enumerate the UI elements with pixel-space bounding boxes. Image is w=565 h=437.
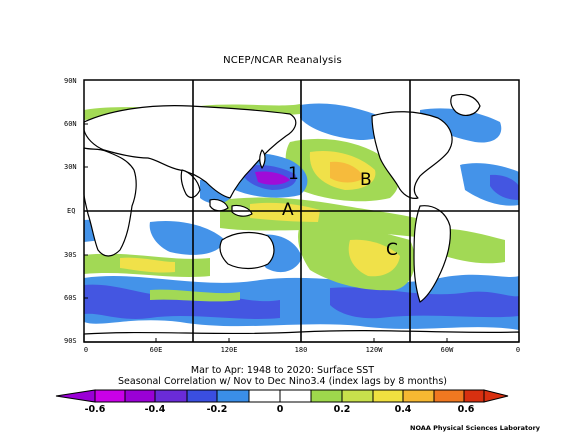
caption-line-2: Seasonal Correlation w/ Nov to Dec Nino3… bbox=[118, 376, 447, 387]
lat-label: 30S bbox=[64, 251, 77, 259]
colorbar-label: 0.6 bbox=[457, 404, 475, 415]
credit: NOAA Physical Sciences Laboratory bbox=[410, 424, 541, 432]
lat-label: 30N bbox=[64, 163, 77, 171]
colorbar-label: -0.4 bbox=[144, 404, 166, 415]
lon-label: 120W bbox=[365, 346, 383, 354]
lat-label: 60S bbox=[64, 294, 77, 302]
map-title: NCEP/NCAR Reanalysis bbox=[223, 55, 342, 66]
colorbar-label: 0 bbox=[276, 404, 284, 415]
lat-label: 90N bbox=[64, 77, 77, 85]
lon-label: 120E bbox=[220, 346, 238, 354]
annotation-b: B bbox=[360, 170, 372, 190]
lat-label: 90S bbox=[64, 337, 77, 345]
colorbar bbox=[55, 389, 509, 403]
colorbar-label: -0.2 bbox=[206, 404, 228, 415]
lon-label: 60E bbox=[149, 346, 163, 354]
colorbar-label: -0.6 bbox=[84, 404, 106, 415]
annotation-c: C bbox=[386, 240, 398, 260]
lon-label: 0 bbox=[83, 346, 89, 354]
lon-label: 0 bbox=[515, 346, 521, 354]
colorbar-label: 0.2 bbox=[333, 404, 351, 415]
caption-line-1: Mar to Apr: 1948 to 2020: Surface SST bbox=[190, 365, 375, 376]
lon-label: 60W bbox=[440, 346, 454, 354]
annotation-a: A bbox=[282, 200, 294, 220]
annotation-1: 1 bbox=[288, 164, 299, 184]
colorbar-label: 0.4 bbox=[394, 404, 412, 415]
lon-label: 180 bbox=[294, 346, 308, 354]
lat-label: 60N bbox=[64, 120, 77, 128]
lat-label: EQ bbox=[67, 207, 76, 215]
